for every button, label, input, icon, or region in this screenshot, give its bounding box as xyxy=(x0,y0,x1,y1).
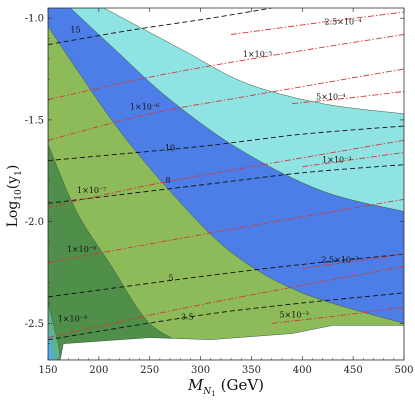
region-light_green xyxy=(48,8,404,360)
contour-label: 2.5×10⁻⁴ xyxy=(324,17,361,26)
black-contour-lines xyxy=(48,8,404,341)
contour-label: 5×10⁻³ xyxy=(279,310,308,319)
red-contour xyxy=(292,90,404,105)
red-contour xyxy=(48,68,404,141)
red-contour xyxy=(48,265,404,339)
red-contour xyxy=(48,198,404,263)
black-contour-15 xyxy=(48,8,272,46)
red-contour xyxy=(48,34,404,101)
region-sky xyxy=(48,327,55,360)
contour-label: 10 xyxy=(165,143,175,152)
red-contour xyxy=(231,11,404,35)
contour-label: 5×10⁻⁴ xyxy=(316,93,345,102)
x-tick-label: 450 xyxy=(344,365,363,376)
y-tick-label: -1.5 xyxy=(25,115,44,126)
red-contour xyxy=(271,306,404,324)
contour-label: 1×10⁻⁵ xyxy=(243,50,272,59)
contour-label: 3.5 xyxy=(181,312,194,321)
contour-label: 1×10⁻⁸ xyxy=(67,245,96,254)
y-tick-label: -2.0 xyxy=(25,217,44,228)
red-contour xyxy=(302,152,404,168)
region-teal xyxy=(48,8,404,360)
plot-frame xyxy=(47,7,405,361)
contour-label: 5 xyxy=(169,274,174,283)
x-tick-label: 400 xyxy=(293,365,312,376)
x-tick-label: 200 xyxy=(89,365,108,376)
axis-ticks: 150 200 250 300 350 400 450 500 -1.0 -1.5 -2.0 -2.5 xyxy=(25,8,414,376)
x-tick-label: 300 xyxy=(191,365,210,376)
contour-label: 8 xyxy=(165,176,170,185)
x-tick-label: 350 xyxy=(242,365,261,376)
contour-labels: 15 10 8 5 3.5 2.5×10⁻⁴ 1×10⁻⁵ 1×10⁻⁶ 5×10⁻⁴ 1×10⁻… xyxy=(58,17,362,323)
red-contour-lines xyxy=(48,11,404,339)
contour-label: 1×10⁻³ xyxy=(322,156,351,165)
x-axis-title: MN1 (GeV) xyxy=(187,376,264,398)
red-contour xyxy=(48,139,404,208)
contour-label: 15 xyxy=(70,25,80,34)
x-tick-label: 250 xyxy=(140,365,159,376)
regions-layer xyxy=(48,8,404,360)
red-contour xyxy=(302,253,404,269)
contour-label: 1×10⁻⁶ xyxy=(130,103,159,112)
black-contour-3.5 xyxy=(48,292,404,341)
y-tick-label: -2.5 xyxy=(25,319,44,330)
x-tick-label: 150 xyxy=(38,365,57,376)
contour-label: 2.5×10⁻³ xyxy=(321,255,358,264)
contour-label: 1×10⁻⁹ xyxy=(58,314,88,323)
contour-label: 1×10⁻⁷ xyxy=(77,186,106,195)
excluded-region xyxy=(59,325,404,360)
y-tick-label: -1.0 xyxy=(25,14,44,25)
plot-area: 15 10 8 5 3.5 2.5×10⁻⁴ 1×10⁻⁵ 1×10⁻⁶ 5×10⁻⁴ 1×10⁻… xyxy=(48,8,404,360)
y-axis-title: Log10(y1) xyxy=(5,165,24,228)
x-tick-label: 500 xyxy=(394,365,413,376)
